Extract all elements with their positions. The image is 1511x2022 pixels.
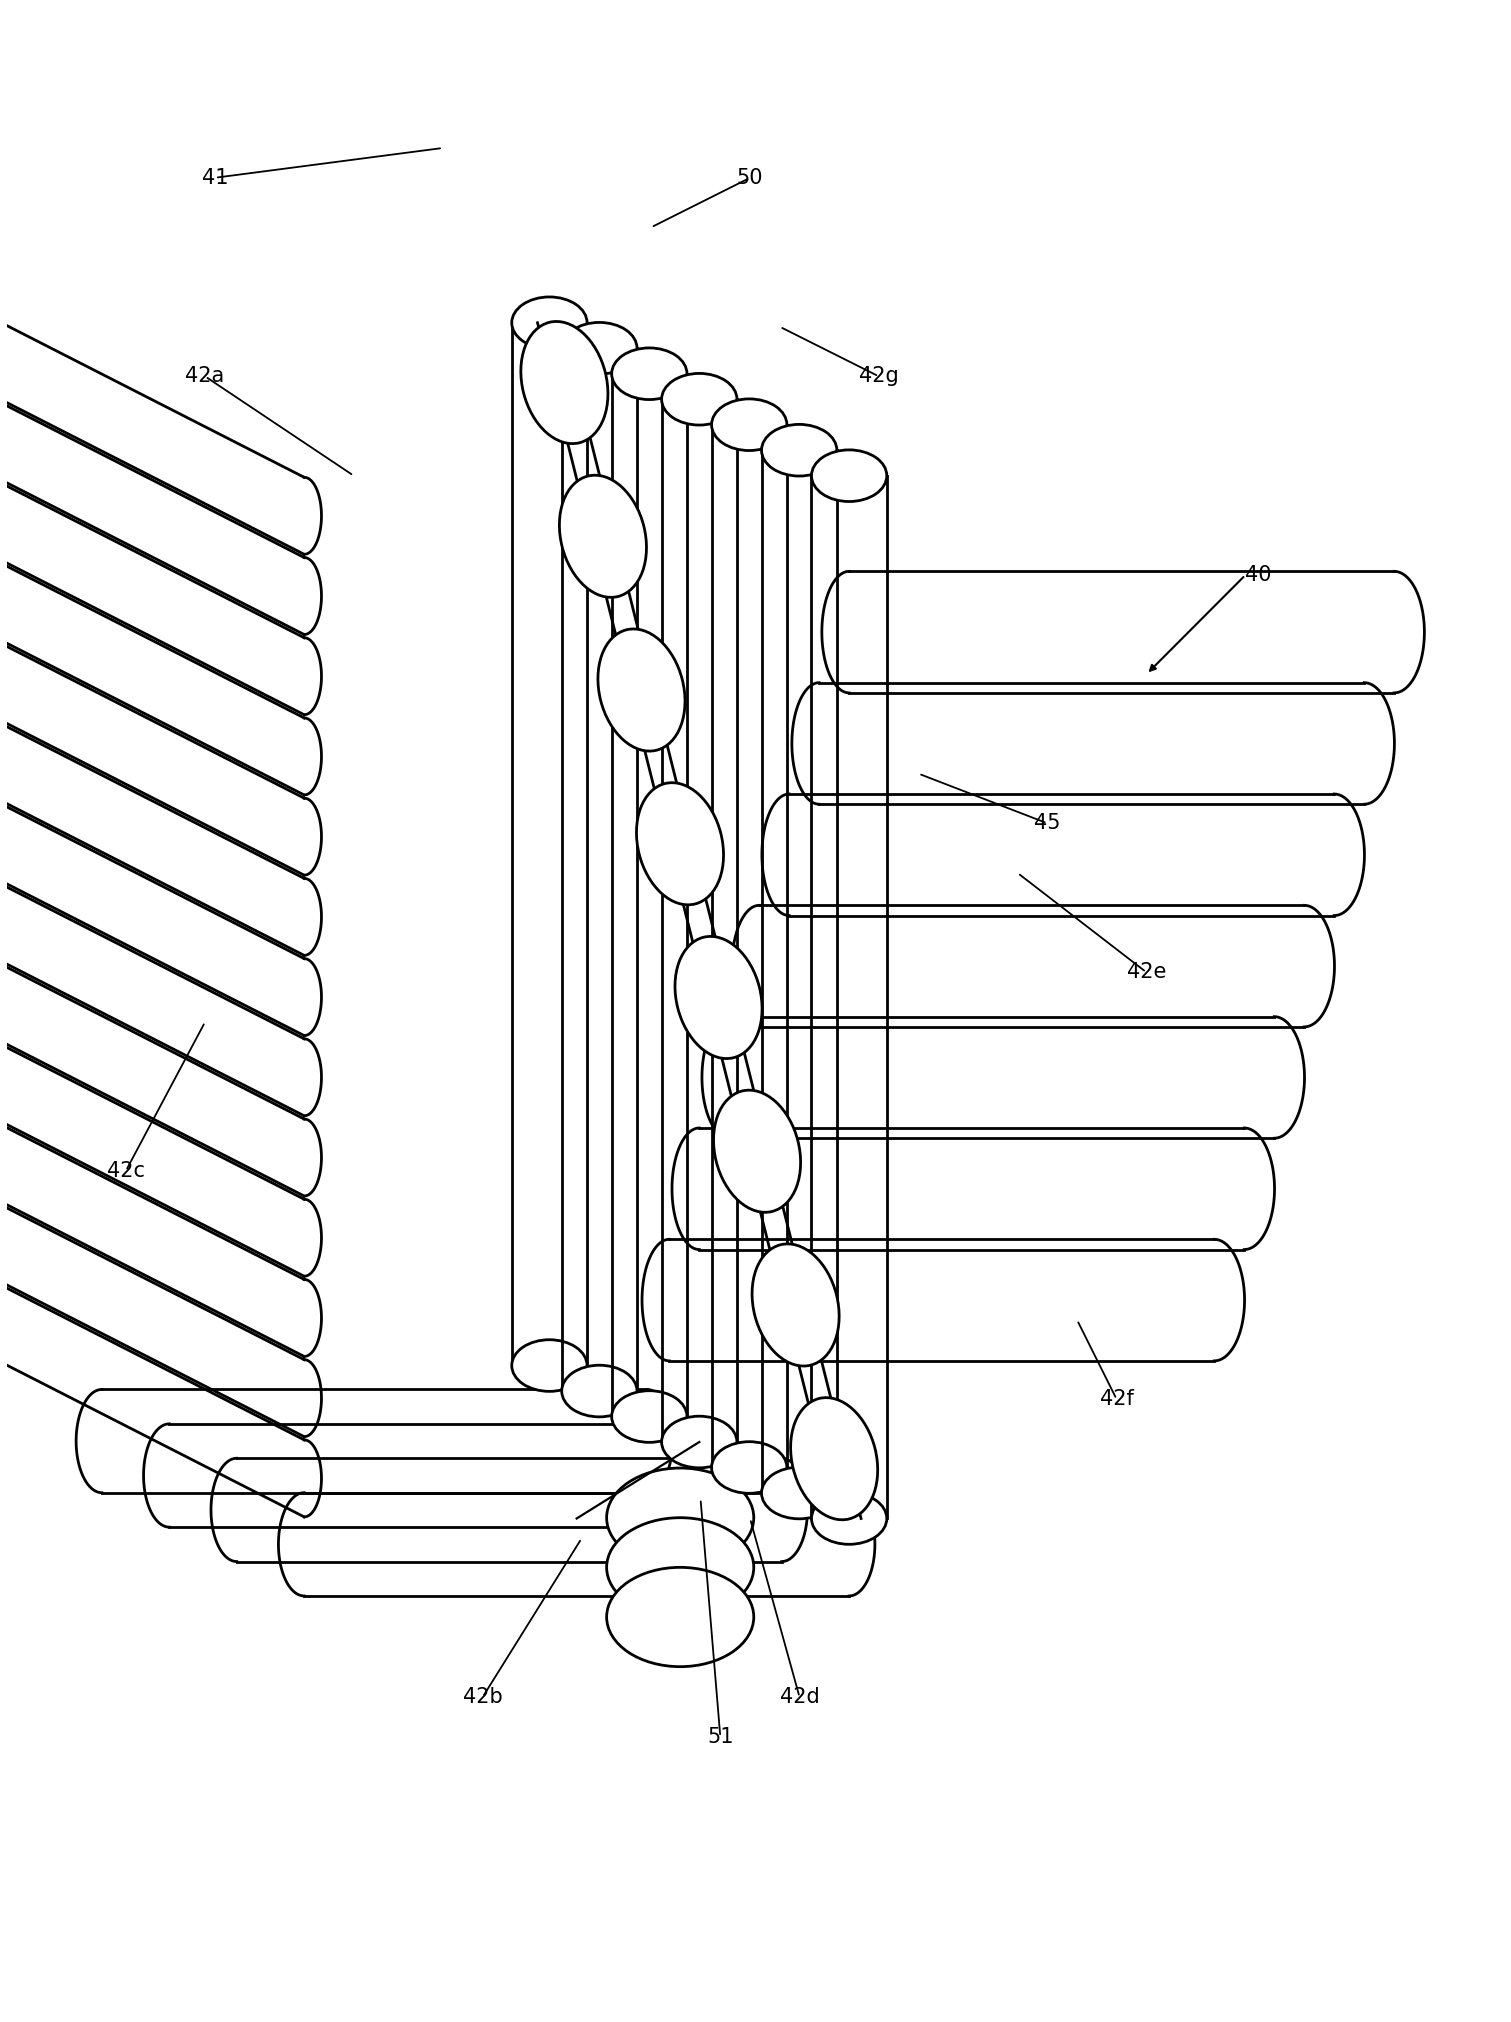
Text: 42b: 42b [462,1686,502,1707]
Ellipse shape [559,475,647,596]
Ellipse shape [512,1341,588,1391]
Ellipse shape [811,1492,887,1545]
Ellipse shape [752,1244,839,1367]
Ellipse shape [562,321,638,374]
Text: 51: 51 [707,1727,733,1747]
Ellipse shape [612,1391,688,1442]
Ellipse shape [562,1365,638,1417]
Ellipse shape [712,398,787,451]
Text: 41: 41 [202,168,228,188]
Ellipse shape [612,348,688,400]
Ellipse shape [662,1415,737,1468]
Text: 42c: 42c [107,1161,145,1181]
Text: 42g: 42g [858,366,899,386]
Text: 45: 45 [1034,813,1061,833]
Text: 42e: 42e [1127,962,1166,983]
Text: 42a: 42a [186,366,225,386]
Ellipse shape [811,449,887,501]
Ellipse shape [606,1468,754,1567]
Ellipse shape [512,297,588,348]
Ellipse shape [598,629,684,750]
Ellipse shape [662,374,737,425]
Text: 42d: 42d [780,1686,819,1707]
Ellipse shape [521,321,607,443]
Ellipse shape [636,783,724,904]
Ellipse shape [790,1397,878,1521]
Ellipse shape [762,1468,837,1519]
Ellipse shape [712,1442,787,1494]
Text: 50: 50 [737,168,763,188]
Ellipse shape [675,936,762,1060]
Ellipse shape [713,1090,801,1213]
Ellipse shape [606,1567,754,1666]
Text: 40: 40 [1245,564,1272,584]
Ellipse shape [762,425,837,475]
Text: 42f: 42f [1100,1389,1133,1409]
Ellipse shape [606,1519,754,1618]
